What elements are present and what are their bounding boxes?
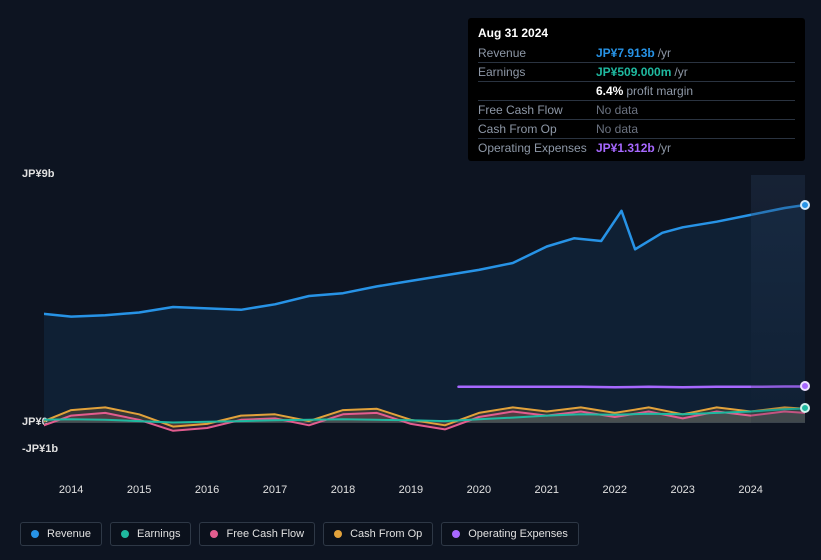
series-endpoint-marker: [800, 200, 810, 210]
tooltip-label: Earnings: [478, 65, 596, 79]
tooltip-label: Operating Expenses: [478, 141, 596, 155]
series-endpoint-marker: [800, 381, 810, 391]
legend-color-dot: [121, 530, 129, 538]
series-area: [44, 205, 805, 423]
tooltip-row: Cash From OpNo data: [478, 119, 795, 138]
legend-item[interactable]: Operating Expenses: [441, 522, 579, 546]
tooltip-row: 6.4% profit margin: [478, 81, 795, 100]
legend-label: Revenue: [47, 528, 91, 540]
tooltip-suffix: /yr: [658, 141, 671, 155]
legend-label: Operating Expenses: [468, 528, 568, 540]
tooltip-nodata: No data: [596, 122, 638, 136]
legend-color-dot: [452, 530, 460, 538]
legend-label: Earnings: [137, 528, 180, 540]
legend-color-dot: [31, 530, 39, 538]
chart-svg: [44, 175, 805, 450]
tooltip-row: EarningsJP¥509.000m /yr: [478, 62, 795, 81]
x-axis-label: 2018: [331, 484, 355, 496]
legend: Revenue Earnings Free Cash Flow Cash From O…: [20, 522, 579, 546]
x-axis: 2014 2015 2016 2017 2018 2019 2020 2021 2022 2023…: [44, 480, 805, 500]
x-axis-label: 2024: [738, 484, 762, 496]
series-endpoint-marker: [800, 403, 810, 413]
x-axis-label: 2022: [603, 484, 627, 496]
legend-item[interactable]: Free Cash Flow: [199, 522, 315, 546]
legend-item[interactable]: Cash From Op: [323, 522, 433, 546]
x-axis-label: 2015: [127, 484, 151, 496]
tooltip-label: Revenue: [478, 46, 596, 60]
future-shade: [751, 175, 805, 423]
tooltip-label: Free Cash Flow: [478, 103, 596, 117]
chart-plot-area: [44, 175, 805, 450]
tooltip-row: Free Cash FlowNo data: [478, 100, 795, 119]
tooltip-date: Aug 31 2024: [478, 24, 795, 44]
x-axis-label: 2020: [467, 484, 491, 496]
x-axis-label: 2021: [535, 484, 559, 496]
tooltip-value: JP¥7.913b: [596, 46, 655, 60]
tooltip-value: JP¥1.312b: [596, 141, 655, 155]
x-axis-label: 2019: [399, 484, 423, 496]
legend-item[interactable]: Earnings: [110, 522, 191, 546]
tooltip-label: Cash From Op: [478, 122, 596, 136]
tooltip-row: Operating ExpensesJP¥1.312b /yr: [478, 138, 795, 157]
tooltip-suffix: /yr: [658, 46, 671, 60]
legend-label: Cash From Op: [350, 528, 422, 540]
legend-color-dot: [210, 530, 218, 538]
tooltip-row: RevenueJP¥7.913b /yr: [478, 44, 795, 62]
data-tooltip: Aug 31 2024 RevenueJP¥7.913b /yrEarnings…: [468, 18, 805, 161]
legend-item[interactable]: Revenue: [20, 522, 102, 546]
legend-color-dot: [334, 530, 342, 538]
x-axis-label: 2017: [263, 484, 287, 496]
x-axis-label: 2014: [59, 484, 83, 496]
tooltip-value: 6.4%: [596, 84, 623, 98]
legend-label: Free Cash Flow: [226, 528, 304, 540]
tooltip-suffix: profit margin: [626, 84, 693, 98]
x-axis-label: 2016: [195, 484, 219, 496]
tooltip-suffix: /yr: [674, 65, 687, 79]
x-axis-label: 2023: [670, 484, 694, 496]
tooltip-nodata: No data: [596, 103, 638, 117]
tooltip-value: JP¥509.000m: [596, 65, 671, 79]
